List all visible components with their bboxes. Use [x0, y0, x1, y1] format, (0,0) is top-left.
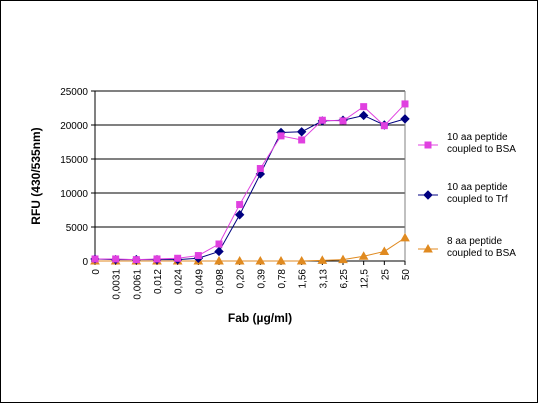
data-point [400, 114, 410, 124]
series-line [95, 237, 406, 262]
data-point [234, 255, 245, 265]
legend-label: coupled to Trf [447, 194, 508, 205]
y-tick-label: 0 [82, 257, 88, 268]
data-point [255, 255, 266, 265]
x-tick-label: 6,25 [339, 269, 350, 289]
series-2 [90, 110, 410, 265]
y-tick-label: 20000 [60, 121, 88, 132]
data-point [174, 254, 182, 262]
data-point [339, 117, 347, 125]
series-layer [90, 100, 410, 265]
data-point [360, 103, 368, 111]
x-tick-label: 0,78 [277, 269, 288, 289]
legend-marker [423, 243, 433, 253]
x-tick-label: 0,0061 [132, 269, 143, 300]
x-tick-label: 25 [380, 269, 391, 281]
data-point [214, 255, 224, 265]
legend-marker [423, 190, 433, 200]
data-point [338, 254, 348, 264]
x-axis-label: Fab (µg/ml) [228, 311, 292, 325]
data-point [400, 232, 410, 242]
y-tick-label: 10000 [60, 189, 88, 200]
data-point [296, 255, 307, 265]
x-tick-label: 0,0031 [112, 269, 123, 300]
y-tick-labels: 0 5000 10000 15000 20000 25000 [60, 87, 88, 268]
x-tick-label: 0,098 [215, 269, 226, 294]
data-point [112, 255, 120, 263]
data-point [276, 255, 286, 265]
x-tick-labels: 0 0,0031 0,0061 0,012 0,024 0,049 0,098 0,20 0,3… [91, 269, 412, 300]
y-tick-label: 5000 [66, 223, 89, 234]
x-tick-label: 0,024 [174, 269, 185, 294]
data-point [132, 256, 140, 264]
series-1 [91, 100, 409, 264]
data-point [234, 210, 245, 220]
data-point [236, 201, 244, 209]
y-axis-label: RFU (430/535nm) [29, 127, 43, 224]
data-point [194, 252, 202, 260]
data-point [318, 116, 326, 124]
data-point [153, 255, 161, 263]
gridlines [95, 90, 405, 228]
x-tick-label: 50 [401, 269, 412, 281]
data-point [298, 136, 306, 144]
data-point [277, 132, 285, 140]
legend-label: 10 aa peptide [447, 132, 508, 143]
legend-label: coupled to BSA [447, 248, 516, 259]
data-point [401, 100, 409, 108]
data-point [296, 127, 307, 137]
data-point [379, 246, 390, 255]
legend-label: 10 aa peptide [447, 182, 508, 193]
x-tick-label: 0,012 [153, 269, 164, 294]
x-tick-label: 0,20 [236, 269, 247, 289]
series-line [94, 114, 406, 261]
data-point [358, 251, 369, 260]
data-point [214, 246, 224, 257]
data-point [358, 110, 369, 121]
legend-label: 8 aa peptide [447, 236, 502, 247]
x-tick-label: 0,39 [256, 269, 267, 289]
y-tick-label: 15000 [60, 155, 88, 166]
legend-marker [424, 141, 432, 149]
legend-label: coupled to BSA [447, 144, 516, 155]
data-point [317, 255, 328, 264]
series-line [95, 103, 406, 261]
x-tick-label: 0 [91, 269, 102, 275]
x-tick-label: 3,13 [318, 269, 329, 289]
y-tick-label: 25000 [60, 87, 88, 98]
x-tick-label: 1,56 [298, 269, 309, 289]
data-point [380, 122, 388, 130]
data-point [215, 240, 223, 248]
data-point [256, 165, 264, 173]
x-tick-label: 0,049 [194, 269, 205, 294]
data-point [91, 255, 99, 263]
x-tick-label: 12,5 [360, 269, 371, 289]
